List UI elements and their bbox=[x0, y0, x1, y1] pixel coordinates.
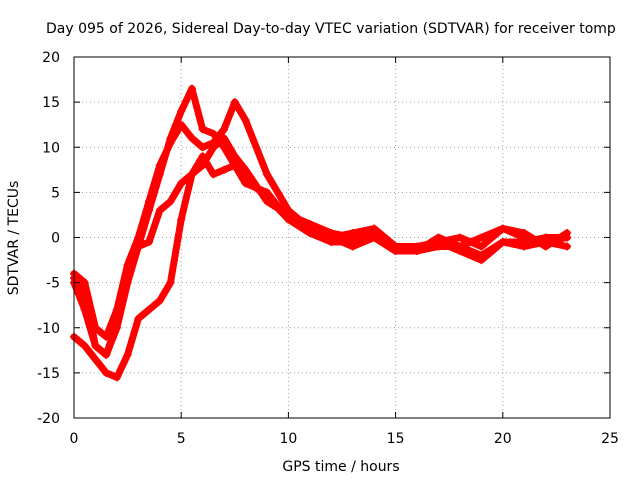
data-layer bbox=[70, 84, 572, 382]
data-point bbox=[498, 224, 507, 233]
data-point bbox=[155, 296, 164, 305]
x-tick-label: 20 bbox=[494, 431, 512, 447]
y-axis-label: SDTVAR / TECUs bbox=[6, 181, 22, 296]
x-axis-label: GPS time / hours bbox=[282, 459, 399, 475]
data-point bbox=[80, 341, 89, 350]
data-point bbox=[241, 179, 250, 188]
data-point bbox=[112, 373, 121, 382]
data-point bbox=[209, 129, 218, 138]
data-point bbox=[177, 179, 186, 188]
y-tick-label: -5 bbox=[46, 276, 60, 292]
data-point bbox=[145, 238, 154, 247]
series-line-pass-3 bbox=[70, 152, 571, 381]
data-point bbox=[177, 107, 186, 116]
data-point bbox=[166, 278, 175, 287]
y-tick-label: 15 bbox=[42, 95, 60, 111]
data-point bbox=[241, 116, 250, 125]
data-point bbox=[520, 228, 529, 237]
data-point bbox=[434, 238, 443, 247]
y-tick-label: -10 bbox=[37, 321, 60, 337]
data-point bbox=[370, 233, 379, 242]
data-point bbox=[241, 165, 250, 174]
data-point bbox=[134, 233, 143, 242]
data-point bbox=[145, 197, 154, 206]
data-point bbox=[102, 350, 111, 359]
data-point bbox=[166, 197, 175, 206]
data-point bbox=[305, 219, 314, 228]
data-point bbox=[520, 242, 529, 251]
data-point bbox=[177, 215, 186, 224]
x-tick-label: 5 bbox=[177, 431, 186, 447]
y-tick-label: 5 bbox=[51, 185, 60, 201]
data-point bbox=[498, 238, 507, 247]
data-point bbox=[284, 210, 293, 219]
data-point bbox=[80, 305, 89, 314]
x-tick-label: 10 bbox=[279, 431, 297, 447]
data-point bbox=[123, 269, 132, 278]
data-point bbox=[413, 247, 422, 256]
data-point bbox=[102, 368, 111, 377]
data-point bbox=[455, 242, 464, 251]
data-point bbox=[123, 350, 132, 359]
data-point bbox=[198, 125, 207, 134]
x-tick-label: 0 bbox=[70, 431, 79, 447]
chart-title: Day 095 of 2026, Sidereal Day-to-day VTE… bbox=[46, 21, 616, 37]
data-point bbox=[541, 242, 550, 251]
data-point bbox=[477, 233, 486, 242]
data-point bbox=[563, 228, 572, 237]
y-tick-label: 10 bbox=[42, 140, 60, 156]
data-point bbox=[134, 314, 143, 323]
data-point bbox=[134, 242, 143, 251]
data-point bbox=[220, 134, 229, 143]
data-point bbox=[262, 197, 271, 206]
y-tick-label: 20 bbox=[42, 50, 60, 66]
data-point bbox=[230, 161, 239, 170]
data-point bbox=[155, 206, 164, 215]
data-point bbox=[187, 170, 196, 179]
data-point bbox=[348, 233, 357, 242]
data-point bbox=[230, 152, 239, 161]
y-tick-label: -20 bbox=[37, 411, 60, 427]
x-tick-label: 25 bbox=[601, 431, 619, 447]
data-point bbox=[220, 165, 229, 174]
data-point bbox=[327, 228, 336, 237]
x-axis: 0 5 10 15 20 25 bbox=[70, 57, 619, 447]
data-point bbox=[348, 242, 357, 251]
data-point bbox=[391, 247, 400, 256]
data-point bbox=[477, 242, 486, 251]
data-point bbox=[177, 120, 186, 129]
data-point bbox=[198, 143, 207, 152]
data-point bbox=[230, 98, 239, 107]
data-point bbox=[209, 170, 218, 179]
data-point bbox=[370, 224, 379, 233]
y-tick-label: 0 bbox=[51, 231, 60, 247]
data-point bbox=[145, 305, 154, 314]
data-point bbox=[112, 319, 121, 328]
data-point bbox=[455, 233, 464, 242]
data-point bbox=[155, 161, 164, 170]
data-point bbox=[187, 134, 196, 143]
data-point bbox=[563, 242, 572, 251]
x-tick-label: 15 bbox=[387, 431, 405, 447]
data-point bbox=[209, 143, 218, 152]
data-point bbox=[477, 251, 486, 260]
y-axis: -20 -15 -10 -5 0 5 10 15 20 bbox=[37, 50, 610, 427]
data-point bbox=[220, 125, 229, 134]
data-point bbox=[91, 341, 100, 350]
data-point bbox=[262, 170, 271, 179]
data-point bbox=[198, 161, 207, 170]
data-point bbox=[187, 84, 196, 93]
data-point bbox=[166, 138, 175, 147]
data-point bbox=[80, 278, 89, 287]
y-tick-label: -15 bbox=[37, 366, 60, 382]
data-point bbox=[91, 355, 100, 364]
